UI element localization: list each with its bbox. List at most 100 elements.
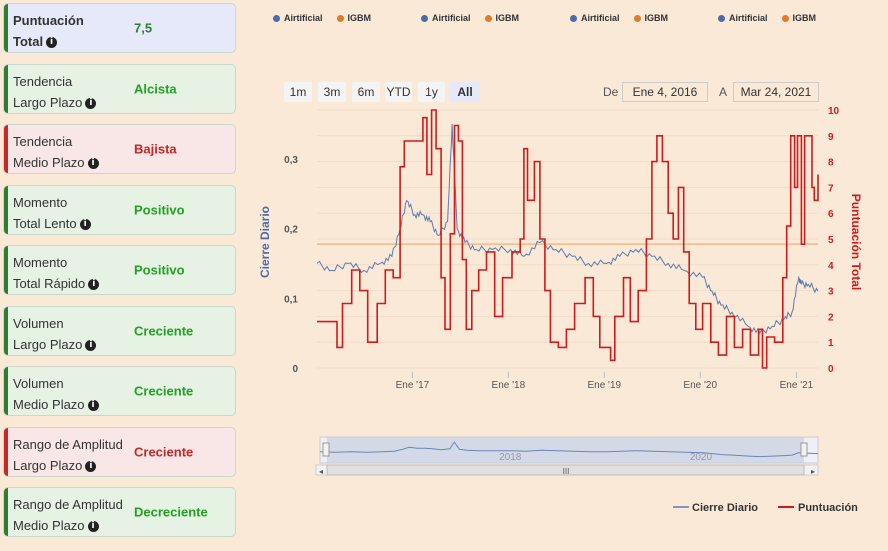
range-button-3m[interactable]: 3m	[318, 82, 346, 102]
card-accent-bar	[4, 186, 8, 234]
indicator-card: Puntuación Total i 7,5	[3, 3, 236, 53]
card-label: Momento Total Lento i	[13, 192, 91, 234]
info-circle-icon[interactable]: i	[85, 98, 97, 110]
y-left-tick-label: 0,3	[284, 155, 298, 166]
legend-dot-icon	[273, 15, 280, 23]
y-right-tick-label: 1	[828, 338, 834, 349]
card-label-line2: Medio Plazo	[13, 397, 85, 412]
card-label: Tendencia Largo Plazo i	[13, 71, 97, 113]
info-circle-icon[interactable]: i	[85, 340, 97, 352]
card-label-line1: Rango de Amplitud	[13, 497, 123, 512]
card-value: Bajista	[134, 141, 177, 157]
y-right-tick-label: 10	[828, 106, 840, 117]
legend-score-label: Puntuación	[798, 502, 858, 514]
legend-label: IGBM	[495, 13, 520, 23]
legend-item[interactable]: Airtificial	[273, 13, 323, 23]
legend-dot-icon	[781, 15, 789, 23]
x-tick-label: Ene '21	[780, 380, 814, 391]
y-left-tick-label: 0,2	[284, 225, 298, 236]
info-circle-icon[interactable]: i	[46, 37, 58, 49]
card-value: Creciente	[134, 444, 194, 460]
info-circle-icon[interactable]: i	[85, 461, 97, 473]
indicator-card: Volumen Largo Plazo i Creciente	[3, 306, 236, 356]
card-accent-bar	[4, 4, 8, 52]
y-right-tick-label: 6	[828, 209, 834, 220]
info-circle-icon[interactable]: i	[88, 279, 100, 291]
legend-label: Airtificial	[284, 13, 323, 23]
y-right-tick-label: 0	[828, 364, 834, 375]
card-label: Volumen Largo Plazo i	[13, 313, 97, 355]
card-label-line2: Total Lento	[13, 216, 77, 231]
legend-item[interactable]: IGBM	[484, 13, 520, 23]
info-circle-icon[interactable]: i	[79, 219, 91, 231]
card-label-line1: Puntuación	[13, 13, 84, 28]
x-tick-label: Ene '19	[587, 380, 621, 391]
legend-label: IGBM	[347, 13, 372, 23]
range-button-6m[interactable]: 6m	[352, 82, 380, 102]
legend-dot-icon	[570, 15, 577, 23]
date-from-label: De	[603, 85, 619, 99]
card-label-line2: Largo Plazo	[13, 337, 83, 352]
card-value: Alcista	[134, 81, 177, 97]
date-to-input[interactable]: Mar 24, 2021	[733, 82, 819, 102]
y-right-tick-label: 7	[828, 183, 834, 194]
legend-item[interactable]: IGBM	[781, 13, 816, 23]
indicator-card: Momento Total Rápido i Positivo	[3, 245, 236, 295]
card-label-line2: Largo Plazo	[13, 458, 83, 473]
card-value: Positivo	[134, 262, 185, 278]
indicator-card: Momento Total Lento i Positivo	[3, 185, 236, 235]
range-button-1m[interactable]: 1m	[284, 82, 312, 102]
card-label: Rango de Amplitud Medio Plazo i	[13, 494, 123, 536]
x-tick-label: Ene '17	[396, 380, 430, 391]
date-to-label: A	[719, 85, 728, 99]
card-value: Positivo	[134, 202, 185, 218]
info-circle-icon[interactable]: i	[87, 158, 99, 170]
card-accent-bar	[4, 488, 8, 536]
y-right-tick-label: 9	[828, 132, 834, 143]
legend-item[interactable]: IGBM	[633, 13, 669, 23]
navigator[interactable]	[320, 437, 818, 477]
legend-item[interactable]: Airtificial	[570, 13, 620, 23]
card-label: Tendencia Medio Plazo i	[13, 131, 99, 173]
y-right-tick-label: 3	[828, 287, 834, 298]
legend-item[interactable]: Airtificial	[421, 13, 471, 23]
range-button-all[interactable]: All	[450, 82, 480, 102]
legend-label: Airtificial	[581, 13, 620, 23]
indicator-card: Tendencia Largo Plazo i Alcista	[3, 64, 236, 114]
x-tick-label: Ene '20	[683, 380, 717, 391]
card-label: Momento Total Rápido i	[13, 252, 100, 294]
card-accent-bar	[4, 65, 8, 113]
card-label: Rango de Amplitud Largo Plazo i	[13, 434, 123, 476]
legend-label: IGBM	[644, 13, 669, 23]
legend-dot-icon	[484, 15, 492, 23]
legend-dot-icon	[718, 15, 725, 23]
legend-item[interactable]: Airtificial	[718, 13, 768, 23]
legend-dot-icon	[633, 15, 641, 23]
range-button-1y[interactable]: 1y	[418, 82, 445, 102]
card-label-line2: Total Rápido	[13, 276, 86, 291]
top-legend-group: Airtificial IGBM	[570, 13, 682, 23]
card-accent-bar	[4, 428, 8, 476]
card-label-line2: Medio Plazo	[13, 518, 85, 533]
card-label-line2: Medio Plazo	[13, 155, 85, 170]
legend-item[interactable]: IGBM	[336, 13, 372, 23]
indicator-card: Volumen Medio Plazo i Creciente	[3, 366, 236, 416]
info-circle-icon[interactable]: i	[87, 400, 99, 412]
card-label-line1: Volumen	[13, 376, 64, 391]
card-label-line2: Total	[13, 34, 44, 49]
x-tick-label: Ene '18	[492, 380, 526, 391]
info-circle-icon[interactable]: i	[87, 521, 99, 533]
range-button-ytd[interactable]: YTD	[385, 82, 412, 102]
indicator-card: Tendencia Medio Plazo i Bajista	[3, 124, 236, 174]
top-legend-group: Airtificial IGBM	[421, 13, 533, 23]
card-value: 7,5	[134, 20, 153, 36]
y-right-tick-label: 5	[828, 235, 834, 246]
y-right-tick-label: 4	[828, 261, 834, 272]
top-legend-group: Airtificial IGBM	[718, 13, 830, 23]
card-label-line1: Rango de Amplitud	[13, 437, 123, 452]
card-label-line1: Momento	[13, 255, 68, 270]
y-left-tick-label: 0,1	[284, 294, 298, 305]
date-from-input[interactable]: Ene 4, 2016	[622, 82, 708, 102]
card-label-line1: Volumen	[13, 316, 64, 331]
indicator-card: Rango de Amplitud Medio Plazo i Decreciente	[3, 487, 236, 537]
